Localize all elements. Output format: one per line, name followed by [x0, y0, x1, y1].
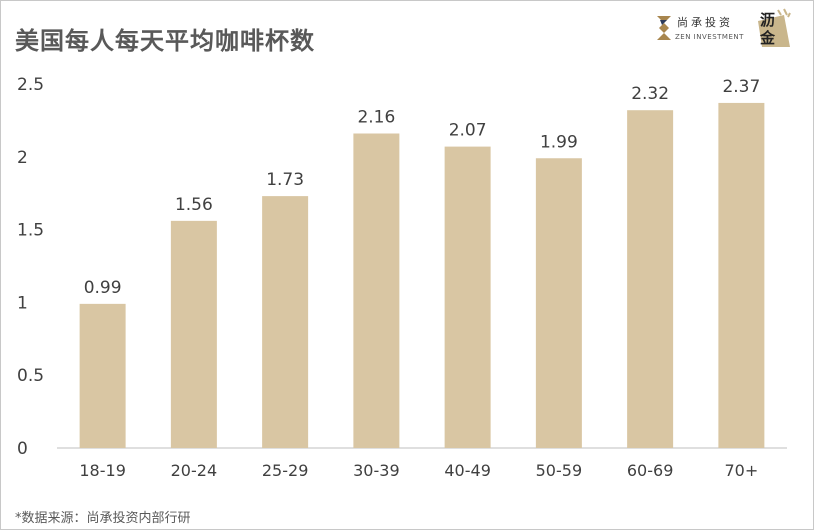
x-tick-label: 40-49: [444, 461, 491, 480]
y-tick-label: 2.5: [17, 75, 44, 95]
zen-investment-logo: 尚承投资 ZEN INVESTMENT: [653, 9, 743, 49]
bar: [353, 133, 400, 448]
lijin-logo-line1: 沥: [760, 11, 776, 29]
x-tick-label: 20-24: [171, 461, 218, 480]
data-label: 1.99: [540, 132, 578, 152]
data-label: 2.07: [449, 121, 487, 141]
data-label: 0.99: [84, 278, 122, 298]
bar: [262, 196, 309, 448]
lijin-badge-icon: [758, 8, 791, 47]
data-label: 2.16: [357, 108, 395, 128]
bar: [718, 102, 765, 448]
y-tick-label: 0.5: [17, 366, 44, 386]
y-tick-label: 2: [17, 148, 28, 168]
y-tick-label: 1.5: [17, 221, 44, 241]
bar: [170, 220, 217, 448]
bar-chart: 0 0.5 1 1.5 2 2.5 0.99 18-19 1.56 20-24 1.73 25-29 2…: [17, 75, 787, 480]
x-tick-label: 60-69: [627, 461, 674, 480]
zen-logo-mark-icon: [657, 16, 671, 40]
data-label: 2.32: [631, 84, 669, 104]
bar: [627, 110, 674, 448]
bar: [535, 158, 582, 449]
lijin-logo-line2: 金: [760, 29, 776, 47]
x-tick-label: 18-19: [79, 461, 126, 480]
data-label: 1.73: [266, 170, 304, 190]
bar: [79, 303, 126, 448]
chart-title: 美国每人每天平均咖啡杯数: [15, 27, 315, 55]
zen-logo-en: ZEN INVESTMENT: [675, 33, 744, 41]
zen-logo-cn: 尚承投资: [677, 16, 733, 29]
data-label: 2.37: [722, 77, 760, 97]
lijin-logo: 沥 金: [746, 5, 801, 55]
data-source-note: *数据来源：尚承投资内部行研: [15, 511, 191, 526]
y-tick-label: 0: [17, 439, 28, 459]
x-tick-label: 70+: [724, 461, 758, 480]
x-tick-label: 25-29: [262, 461, 309, 480]
y-tick-label: 1: [17, 293, 28, 313]
bar: [444, 146, 491, 448]
data-label: 1.56: [175, 195, 213, 215]
x-tick-label: 50-59: [536, 461, 583, 480]
x-tick-label: 30-39: [353, 461, 400, 480]
